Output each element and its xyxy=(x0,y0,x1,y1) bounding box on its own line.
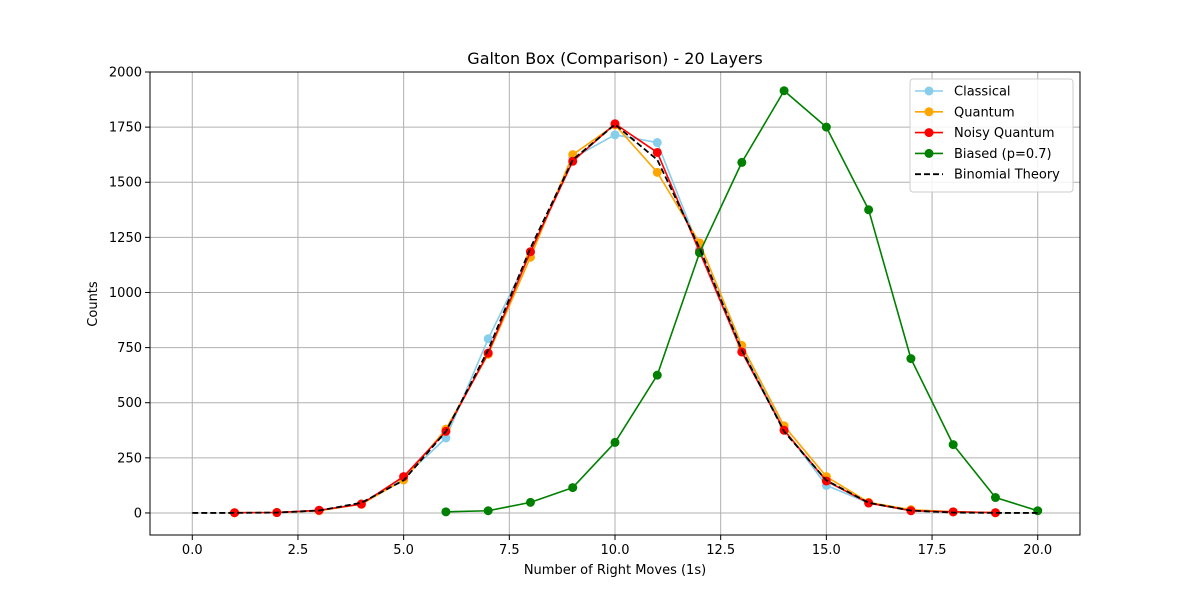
x-axis-label: Number of Right Moves (1s) xyxy=(524,563,706,578)
legend-marker-classical xyxy=(924,86,934,96)
x-tick-label: 0.0 xyxy=(182,543,203,558)
data-point-classical xyxy=(441,433,451,443)
data-point-biased-p-0-7 xyxy=(610,437,620,447)
legend: Classical Quantum Noisy Quantum Biased (p=0… xyxy=(909,78,1074,193)
y-tick-label: 1250 xyxy=(109,231,142,246)
data-point-biased-p-0-7 xyxy=(1033,506,1043,516)
legend-box xyxy=(909,78,1074,193)
data-point-noisy-quantum xyxy=(652,147,662,157)
y-axis-label: Counts xyxy=(86,281,101,327)
y-tick-label: 1000 xyxy=(109,286,142,301)
x-tick-label: 2.5 xyxy=(288,543,309,558)
x-tick-label: 20.0 xyxy=(1023,543,1052,558)
data-point-biased-p-0-7 xyxy=(990,493,1000,503)
data-point-biased-p-0-7 xyxy=(779,86,789,96)
axis-ticks: 0.0 2.5 5.0 7.5 10.0 12.5 15.0 17.5 20.0 0 250 500 7… xyxy=(109,66,1052,559)
x-tick-label: 17.5 xyxy=(918,543,947,558)
y-tick-label: 750 xyxy=(117,341,142,356)
data-point-biased-p-0-7 xyxy=(821,122,831,132)
data-point-classical xyxy=(483,334,493,344)
data-point-biased-p-0-7 xyxy=(948,440,958,450)
data-point-biased-p-0-7 xyxy=(737,157,747,167)
data-point-biased-p-0-7 xyxy=(864,205,874,215)
legend-marker-noisy-quantum xyxy=(924,128,934,138)
y-tick-label: 250 xyxy=(117,451,142,466)
x-tick-label: 12.5 xyxy=(706,543,735,558)
series-lines xyxy=(192,86,1043,518)
legend-label-noisy-quantum: Noisy Quantum xyxy=(954,126,1055,141)
x-tick-label: 5.0 xyxy=(393,543,414,558)
data-point-biased-p-0-7 xyxy=(695,248,705,258)
data-point-noisy-quantum xyxy=(483,348,493,358)
legend-label-binomial-theory: Binomial Theory xyxy=(954,168,1060,183)
y-tick-label: 0 xyxy=(134,506,142,521)
data-point-biased-p-0-7 xyxy=(441,507,451,517)
legend-marker-quantum xyxy=(924,107,934,117)
data-point-noisy-quantum xyxy=(990,508,1000,518)
data-point-biased-p-0-7 xyxy=(568,483,578,493)
legend-label-quantum: Quantum xyxy=(954,105,1015,120)
legend-label-classical: Classical xyxy=(954,85,1011,100)
data-point-quantum xyxy=(652,167,662,177)
data-point-classical xyxy=(652,138,662,148)
data-point-noisy-quantum xyxy=(737,347,747,357)
chart-title: Galton Box (Comparison) - 20 Layers xyxy=(467,49,762,68)
x-tick-label: 10.0 xyxy=(601,543,630,558)
data-point-biased-p-0-7 xyxy=(483,506,493,516)
legend-marker-biased-p-0-7 xyxy=(924,148,934,158)
data-point-biased-p-0-7 xyxy=(652,370,662,380)
y-tick-label: 2000 xyxy=(109,66,142,81)
data-point-classical xyxy=(610,130,620,140)
data-point-biased-p-0-7 xyxy=(525,497,535,507)
y-tick-label: 500 xyxy=(117,396,142,411)
data-point-biased-p-0-7 xyxy=(906,354,916,364)
x-tick-label: 7.5 xyxy=(499,543,520,558)
x-tick-label: 15.0 xyxy=(812,543,841,558)
legend-label-biased-p-0-7: Biased (p=0.7) xyxy=(954,147,1052,162)
data-point-noisy-quantum xyxy=(230,508,240,518)
y-tick-label: 1500 xyxy=(109,176,142,191)
data-point-noisy-quantum xyxy=(525,247,535,257)
y-tick-label: 1750 xyxy=(109,121,142,136)
